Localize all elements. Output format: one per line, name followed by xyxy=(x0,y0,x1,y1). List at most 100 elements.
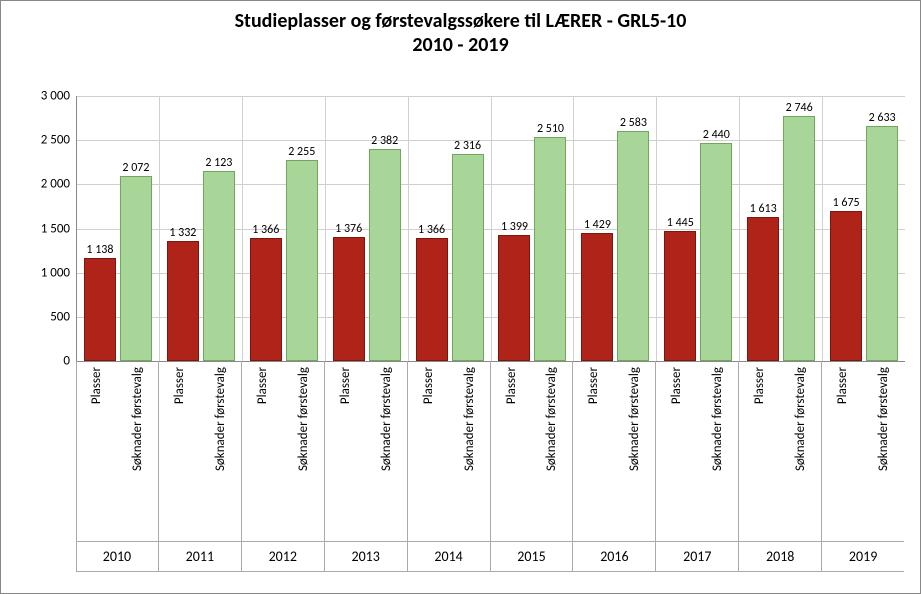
category-label: Plasser xyxy=(76,361,117,541)
category-label: Plasser xyxy=(242,361,283,541)
year-group: 1 3322 123 xyxy=(160,96,243,361)
year-group: 1 4452 440 xyxy=(657,96,740,361)
bar-plasser: 1 366 xyxy=(416,238,448,361)
chart-title: Studieplasser og førstevalgssøkere til L… xyxy=(1,1,920,61)
bar-value-label: 2 633 xyxy=(869,111,896,127)
ytick-label: 3 000 xyxy=(15,89,70,104)
ytick-label: 500 xyxy=(15,309,70,324)
bars-row: 1 1382 0721 3322 1231 3662 2551 3762 382… xyxy=(77,96,905,361)
bar-forstevalg: 2 440 xyxy=(700,143,732,361)
year-group: 1 1382 072 xyxy=(77,96,160,361)
bar-plasser: 1 429 xyxy=(581,233,613,361)
ytick-label: 1 000 xyxy=(15,265,70,280)
bar-value-label: 2 123 xyxy=(205,156,232,172)
xaxis-group: PlasserSøknader førstevalg2011 xyxy=(159,361,242,572)
bar-value-label: 1 332 xyxy=(169,226,196,242)
plot-area: 1 1382 0721 3322 1231 3662 2551 3762 382… xyxy=(76,96,905,362)
year-label: 2016 xyxy=(573,542,655,571)
bar-forstevalg: 2 633 xyxy=(866,126,898,361)
category-label: Søknader førstevalg xyxy=(531,361,572,541)
category-label: Søknader førstevalg xyxy=(614,361,655,541)
year-group: 1 6752 633 xyxy=(823,96,905,361)
bar-forstevalg: 2 255 xyxy=(286,160,318,361)
category-label: Plasser xyxy=(739,361,780,541)
title-line2: 2010 - 2019 xyxy=(1,33,920,57)
bar-value-label: 2 583 xyxy=(620,116,647,132)
bar-value-label: 1 399 xyxy=(501,220,528,236)
category-label: Plasser xyxy=(159,361,200,541)
bar-forstevalg: 2 583 xyxy=(617,131,649,361)
title-line1: Studieplasser og førstevalgssøkere til L… xyxy=(1,9,920,33)
category-labels: PlasserSøknader førstevalg xyxy=(739,361,821,542)
bar-value-label: 2 382 xyxy=(371,134,398,150)
category-labels: PlasserSøknader førstevalg xyxy=(491,361,573,542)
category-labels: PlasserSøknader førstevalg xyxy=(573,361,655,542)
bar-forstevalg: 2 746 xyxy=(783,116,815,361)
bar-value-label: 1 366 xyxy=(418,223,445,239)
bar-plasser: 1 675 xyxy=(830,211,862,361)
year-label: 2013 xyxy=(325,542,407,571)
xaxis-group: PlasserSøknader førstevalg2012 xyxy=(242,361,325,572)
x-axis: PlasserSøknader førstevalg2010PlasserSøk… xyxy=(76,361,904,572)
bar-value-label: 1 445 xyxy=(667,216,694,232)
category-labels: PlasserSøknader førstevalg xyxy=(159,361,241,542)
year-label: 2019 xyxy=(822,542,904,571)
category-labels: PlasserSøknader førstevalg xyxy=(325,361,407,542)
category-label: Søknader førstevalg xyxy=(449,361,490,541)
xaxis-group: PlasserSøknader førstevalg2019 xyxy=(822,361,904,572)
category-label: Plasser xyxy=(408,361,449,541)
year-group: 1 6132 746 xyxy=(740,96,823,361)
xaxis-group: PlasserSøknader førstevalg2010 xyxy=(76,361,159,572)
xaxis-group: PlasserSøknader førstevalg2014 xyxy=(408,361,491,572)
bar-value-label: 1 675 xyxy=(833,196,860,212)
year-label: 2015 xyxy=(491,542,573,571)
bar-plasser: 1 138 xyxy=(84,258,116,361)
bar-plasser: 1 613 xyxy=(747,217,779,361)
category-labels: PlasserSøknader førstevalg xyxy=(76,361,158,542)
year-label: 2012 xyxy=(242,542,324,571)
bar-forstevalg: 2 510 xyxy=(534,137,566,361)
bar-value-label: 1 376 xyxy=(335,222,362,238)
year-label: 2014 xyxy=(408,542,490,571)
bar-forstevalg: 2 072 xyxy=(120,176,152,361)
bar-plasser: 1 376 xyxy=(333,237,365,361)
category-labels: PlasserSøknader førstevalg xyxy=(408,361,490,542)
category-label: Søknader førstevalg xyxy=(780,361,821,541)
year-group: 1 3662 255 xyxy=(243,96,326,361)
category-labels: PlasserSøknader førstevalg xyxy=(822,361,904,542)
bar-value-label: 1 138 xyxy=(86,243,113,259)
year-group: 1 3992 510 xyxy=(492,96,575,361)
year-label: 2017 xyxy=(656,542,738,571)
bar-value-label: 1 613 xyxy=(750,202,777,218)
category-labels: PlasserSøknader førstevalg xyxy=(656,361,738,542)
bar-value-label: 2 072 xyxy=(122,161,149,177)
category-label: Søknader førstevalg xyxy=(697,361,738,541)
bar-value-label: 2 255 xyxy=(288,145,315,161)
year-label: 2018 xyxy=(739,542,821,571)
bar-plasser: 1 366 xyxy=(250,238,282,361)
category-label: Plasser xyxy=(656,361,697,541)
bar-plasser: 1 399 xyxy=(498,235,530,361)
category-label: Søknader førstevalg xyxy=(863,361,904,541)
bar-plasser: 1 445 xyxy=(664,231,696,361)
ytick-label: 2 500 xyxy=(15,133,70,148)
category-label: Søknader førstevalg xyxy=(366,361,407,541)
bar-plasser: 1 332 xyxy=(167,241,199,361)
bar-value-label: 2 440 xyxy=(703,128,730,144)
category-label: Plasser xyxy=(573,361,614,541)
bar-value-label: 2 510 xyxy=(537,122,564,138)
category-label: Søknader førstevalg xyxy=(117,361,158,541)
bar-forstevalg: 2 316 xyxy=(452,154,484,361)
ytick-label: 0 xyxy=(15,354,70,369)
bar-value-label: 2 316 xyxy=(454,139,481,155)
year-label: 2011 xyxy=(159,542,241,571)
year-group: 1 3762 382 xyxy=(326,96,409,361)
bar-forstevalg: 2 123 xyxy=(203,171,235,361)
bar-forstevalg: 2 382 xyxy=(369,149,401,361)
ytick-label: 2 000 xyxy=(15,177,70,192)
ytick-label: 1 500 xyxy=(15,221,70,236)
year-label: 2010 xyxy=(76,542,158,571)
category-label: Søknader førstevalg xyxy=(200,361,241,541)
xaxis-group: PlasserSøknader førstevalg2017 xyxy=(656,361,739,572)
category-label: Plasser xyxy=(822,361,863,541)
